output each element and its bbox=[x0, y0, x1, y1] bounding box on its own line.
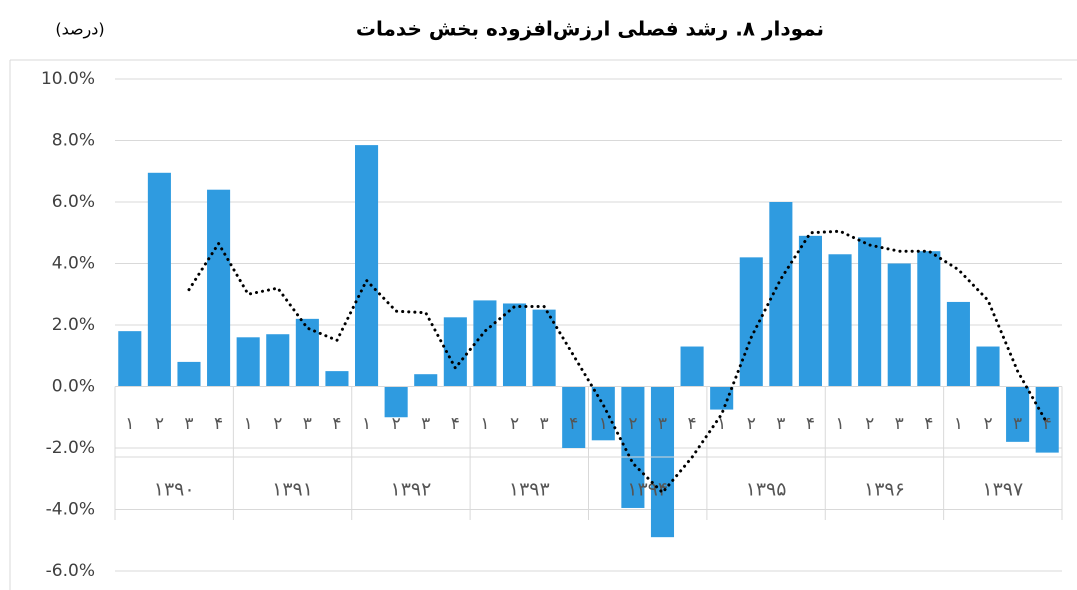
x-tick-label: ۳ bbox=[1013, 414, 1022, 434]
bar bbox=[414, 374, 438, 387]
bar bbox=[532, 309, 556, 387]
chart-title: نمودار ۸. رشد فصلی ارزش‌افزوده بخش خدمات bbox=[356, 17, 824, 41]
y-tick-label: -4.0% bbox=[46, 500, 95, 520]
bar bbox=[207, 189, 231, 387]
group-label: ۱۳۹۵ bbox=[746, 479, 787, 501]
x-tick-label: ۴ bbox=[924, 414, 933, 434]
bar bbox=[266, 334, 290, 387]
bar bbox=[355, 145, 379, 387]
bar bbox=[562, 386, 586, 448]
group-label: ۱۳۹۲ bbox=[391, 479, 432, 501]
x-tick-label: ۴ bbox=[1043, 414, 1052, 434]
y-tick-label: 4.0% bbox=[52, 254, 95, 274]
bar bbox=[591, 386, 615, 441]
group-label: ۱۳۹۶ bbox=[864, 479, 905, 501]
x-tick-label: ۲ bbox=[983, 414, 992, 434]
bar bbox=[621, 386, 645, 508]
bar bbox=[917, 251, 941, 387]
x-tick-label: ۳ bbox=[776, 414, 785, 434]
x-tick-label: ۴ bbox=[214, 414, 223, 434]
bar bbox=[976, 346, 1000, 387]
y-tick-label: 6.0% bbox=[52, 192, 95, 212]
bar bbox=[680, 346, 704, 387]
x-tick-label: ۲ bbox=[273, 414, 282, 434]
bar bbox=[710, 386, 734, 410]
bar bbox=[295, 318, 319, 387]
y-tick-label: 8.0% bbox=[52, 131, 95, 151]
x-tick-label: ۳ bbox=[895, 414, 904, 434]
x-tick-label: ۳ bbox=[184, 414, 193, 434]
x-tick-label: ۱ bbox=[954, 414, 963, 434]
x-tick-label: ۳ bbox=[658, 414, 667, 434]
trend-line bbox=[187, 229, 1049, 495]
bar bbox=[650, 386, 675, 538]
bar bbox=[1035, 386, 1059, 453]
bar bbox=[118, 331, 142, 387]
x-tick-label: ۱ bbox=[717, 414, 726, 434]
y-tick-label: -6.0% bbox=[46, 561, 95, 581]
bar bbox=[384, 386, 408, 418]
x-tick-label: ۳ bbox=[540, 414, 549, 434]
group-label: ۱۳۹۴ bbox=[627, 479, 668, 501]
y-tick-label: 10.0% bbox=[41, 69, 95, 89]
y-tick-label: -2.0% bbox=[46, 438, 95, 458]
bar bbox=[502, 303, 527, 387]
x-tick-label: ۲ bbox=[865, 414, 874, 434]
unit-label: (درصد) bbox=[55, 20, 104, 40]
bar bbox=[946, 301, 970, 387]
y-tick-label: 0.0% bbox=[52, 377, 95, 397]
x-tick-label: ۱ bbox=[362, 414, 371, 434]
bar bbox=[769, 202, 793, 387]
group-label: ۱۳۹۳ bbox=[509, 479, 550, 501]
x-tick-label: ۱ bbox=[125, 414, 134, 434]
x-tick-label: ۱ bbox=[835, 414, 844, 434]
x-tick-label: ۲ bbox=[747, 414, 756, 434]
group-label: ۱۳۹۱ bbox=[272, 479, 313, 501]
x-tick-label: ۴ bbox=[569, 414, 578, 434]
x-tick-label: ۲ bbox=[155, 414, 164, 434]
bar bbox=[798, 235, 822, 387]
x-tick-label: ۲ bbox=[510, 414, 519, 434]
x-tick-label: ۴ bbox=[688, 414, 697, 434]
x-tick-label: ۱ bbox=[244, 414, 253, 434]
x-tick-label: ۲ bbox=[392, 414, 401, 434]
x-tick-label: ۲ bbox=[628, 414, 637, 434]
group-label: ۱۳۹۰ bbox=[154, 479, 195, 501]
y-tick-label: 2.0% bbox=[52, 315, 95, 335]
x-tick-label: ۴ bbox=[806, 414, 815, 434]
bar bbox=[858, 237, 882, 387]
x-tick-label: ۱ bbox=[480, 414, 489, 434]
bar bbox=[236, 337, 260, 387]
bar bbox=[325, 371, 349, 387]
bar bbox=[887, 263, 911, 387]
bar bbox=[147, 172, 171, 387]
x-tick-label: ۴ bbox=[451, 414, 460, 434]
bar bbox=[1006, 386, 1030, 442]
bar bbox=[443, 317, 467, 387]
x-tick-label: ۳ bbox=[303, 414, 312, 434]
bar bbox=[177, 361, 201, 387]
bar bbox=[828, 254, 852, 387]
x-tick-label: ۳ bbox=[421, 414, 430, 434]
bar bbox=[473, 300, 497, 387]
x-tick-label: ۱ bbox=[599, 414, 608, 434]
group-label: ۱۳۹۷ bbox=[982, 479, 1023, 501]
x-tick-label: ۴ bbox=[332, 414, 341, 434]
